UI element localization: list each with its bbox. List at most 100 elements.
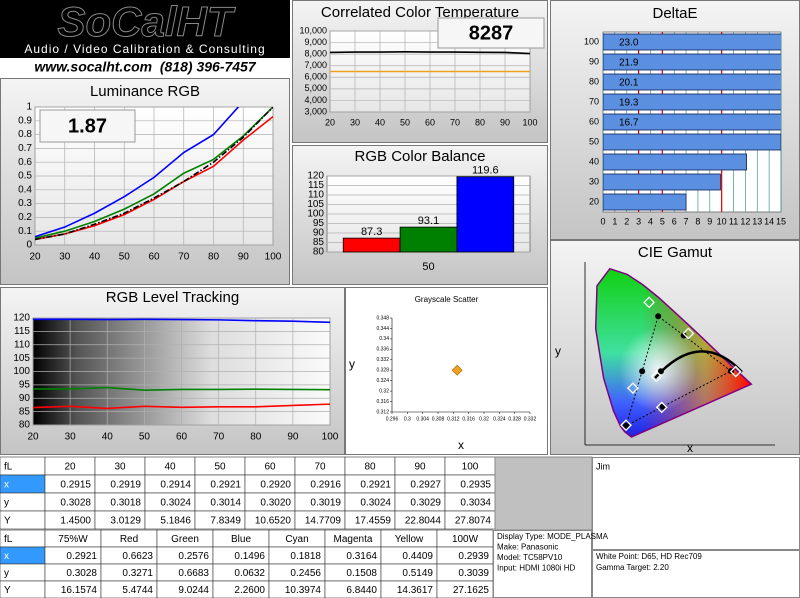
x-tick-label: 13 xyxy=(752,216,762,226)
x-tick-label: 60 xyxy=(176,432,188,443)
bar-value-label: 93.1 xyxy=(418,215,439,227)
y-tick-label: 0.6 xyxy=(18,157,32,168)
bar xyxy=(603,193,687,211)
y-tick-label: 85 xyxy=(19,406,31,417)
chart-title: RGB Level Tracking xyxy=(106,289,239,306)
x-tick-label: 0.328 xyxy=(508,416,521,422)
y-tick-label: 80 xyxy=(313,247,325,258)
y-tick-label: 40 xyxy=(589,156,599,166)
table-header: 20 xyxy=(64,462,76,473)
operator-name: Jim xyxy=(596,461,610,471)
table-value: 6.8440 xyxy=(346,585,377,596)
table-value: 14.3617 xyxy=(397,585,434,596)
y-tick-label: 20 xyxy=(589,196,599,206)
table-value: 0.3164 xyxy=(346,551,377,562)
y-tick-label: 0.336 xyxy=(376,347,389,353)
table-value: 0.2456 xyxy=(290,568,321,579)
y-tick-label: 90 xyxy=(19,393,31,404)
y-tick-label: 8,000 xyxy=(304,49,327,59)
y-tick-label: 0.344 xyxy=(376,326,389,332)
table-value: 3.0129 xyxy=(110,516,141,527)
x-tick-label: 80 xyxy=(475,117,485,127)
table-value: 27.1625 xyxy=(453,585,490,596)
table-value: 0.2939 xyxy=(458,551,489,562)
x-tick-label: 50 xyxy=(119,252,131,263)
y-tick-label: 0.312 xyxy=(376,409,389,415)
y-tick-label: 0.7 xyxy=(18,143,32,154)
y-tick-label: 0.2 xyxy=(18,212,32,223)
x-tick-label: 7 xyxy=(684,216,689,226)
bar xyxy=(603,113,781,131)
x-tick-label: 3 xyxy=(636,216,641,226)
y-tick-label: 0.324 xyxy=(376,378,389,384)
x-tick-label: 30 xyxy=(350,117,360,127)
x-tick-label: 40 xyxy=(375,117,385,127)
x-tick-label: 0 xyxy=(600,216,605,226)
series-line xyxy=(35,107,273,239)
display-info-line: Make: Panasonic xyxy=(497,543,558,552)
x-tick-label: 20 xyxy=(27,432,39,443)
x-tick-label: 8 xyxy=(695,216,700,226)
y-tick-label: 1 xyxy=(26,102,32,113)
table-value: 0.3014 xyxy=(210,498,241,509)
readout-value: 8287 xyxy=(469,22,514,44)
y-tick-label: 105 xyxy=(307,199,324,210)
y-tick-label: 9,000 xyxy=(304,37,327,47)
table-value: 0.3019 xyxy=(310,498,341,509)
table-value: 27.8074 xyxy=(455,516,492,527)
y-tick-label: 0.1 xyxy=(18,226,32,237)
y-tick-label: 110 xyxy=(14,339,30,350)
y-tick-label: 5,000 xyxy=(304,83,327,93)
table-value: 0.3271 xyxy=(122,568,153,579)
table-header: 30 xyxy=(114,462,126,473)
bar xyxy=(399,226,458,253)
chart-panel xyxy=(345,287,548,455)
y-tick-label: 7,000 xyxy=(304,60,327,70)
x-tick-label: 30 xyxy=(65,432,77,443)
y-tick-label: 0.4 xyxy=(18,184,32,195)
y-tick-label: 115 xyxy=(308,180,324,191)
x-tick-label: 0.316 xyxy=(462,416,475,422)
series-line xyxy=(330,51,530,55)
series-line xyxy=(33,318,330,324)
target-point xyxy=(623,422,630,429)
y-tick-label: 10,000 xyxy=(299,25,327,35)
y-axis-title: y xyxy=(349,357,355,371)
x-tick-label: 12 xyxy=(740,216,750,226)
x-tick-label: 70 xyxy=(178,252,190,263)
table-value: 0.2935 xyxy=(460,480,491,491)
x-tick-label: 9 xyxy=(707,216,712,226)
table-value: 0.2576 xyxy=(178,551,209,562)
table-header: Red xyxy=(120,534,138,545)
table-header: 75%W xyxy=(58,534,88,545)
y-tick-label: 70 xyxy=(589,96,599,106)
bar xyxy=(603,133,781,151)
x-tick-label: 2 xyxy=(624,216,629,226)
bar xyxy=(603,33,781,51)
target-point xyxy=(680,332,687,339)
x-tick-label: 0.3 xyxy=(404,416,411,422)
bar-value-label: 16.7 xyxy=(619,118,639,129)
chart-title: Grayscale Scatter xyxy=(415,295,479,304)
y-tick-label: 0.3 xyxy=(18,198,32,209)
table-value: y xyxy=(4,498,9,509)
series-line xyxy=(35,107,240,238)
table-value: 7.8349 xyxy=(210,516,241,527)
y-tick-label: 100 xyxy=(307,209,324,220)
y-tick-label: 90 xyxy=(589,56,599,66)
logo-tagline: Audio / Video Calibration & Consulting xyxy=(24,42,265,56)
y-tick-label: 30 xyxy=(589,176,599,186)
target-line: Gamma Target: 2.20 xyxy=(596,563,669,572)
y-tick-label: 0.8 xyxy=(18,129,32,140)
operator-box xyxy=(592,457,800,550)
series-line xyxy=(35,116,273,241)
table-header: 60 xyxy=(264,462,276,473)
table-value: 17.4559 xyxy=(355,516,392,527)
table-value: x xyxy=(4,480,9,491)
y-tick-label: 120 xyxy=(307,171,324,182)
table-value: 0.2921 xyxy=(210,480,241,491)
y-tick-label: 80 xyxy=(589,76,599,86)
y-tick-label: 80 xyxy=(19,420,31,431)
y-tick-label: 110 xyxy=(308,190,324,201)
